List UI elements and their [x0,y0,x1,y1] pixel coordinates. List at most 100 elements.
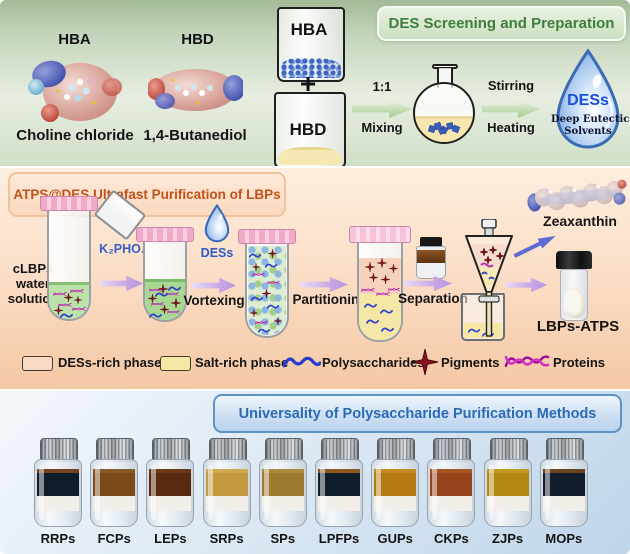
vial-label: RRPs [40,531,76,546]
tube1-liquid [49,282,89,319]
polysaccharide-wave-icon [380,308,393,315]
pigment-star-icon [369,273,378,282]
hba-name: Choline chloride [16,127,134,144]
vial-glass-highlight [151,465,157,520]
vial-liquid [37,469,79,496]
drop-subtitle-1: Deep Eutectic [551,114,630,125]
tube1-clbps [47,211,91,321]
separating-funnel [465,219,513,337]
des-phase-swatch [22,356,53,371]
legend-des-phase: DESs-rich phase [58,355,162,370]
vial-glass-highlight [95,465,101,520]
polysaccharide-wave-icon [364,302,377,309]
protein-wave-icon [255,319,268,326]
vial-body [34,459,82,527]
sample-vial: FCPs [89,438,139,550]
sample-vial: RRPs [33,438,83,550]
vial-glass-highlight [544,465,550,520]
flask-bulb [413,82,475,144]
hbd-name: 1,4-Butanediol [143,127,247,144]
vial-glass-highlight [432,465,438,520]
flask-crystals [427,121,461,135]
polysaccharide-wave-icon [149,312,162,319]
butanediol-molecule [148,69,243,111]
tube3-emulsion [248,246,286,335]
vial-body [258,459,307,527]
hba-granules [281,58,341,78]
sample-vial: MOPs [539,438,589,550]
zeaxanthin-label: Zeaxanthin [543,213,617,229]
vial-glass-highlight [376,465,382,520]
product-vial-cap [556,251,592,269]
pigment-star-icon [389,264,398,273]
legend-polysaccharides: Polysaccharides [322,355,425,370]
sample-label: cLBPs water solution [0,261,66,307]
pigment-star-icon [377,258,387,268]
sample-vial: GUPs [370,438,420,550]
separation-label: Separation [398,291,468,306]
hbd-label: HBD [181,31,214,48]
protein-wave-icon [267,279,280,286]
collection-beaker [461,293,505,341]
pigment-vial-cap [420,237,442,247]
sample-vial: LPFPs [314,438,364,550]
vial-body [483,459,532,527]
des-drop-icon [556,48,620,149]
vial-white-phase [37,496,79,511]
vial-body [371,459,420,527]
vial-white-phase [261,496,304,511]
tube3-vortexed [245,244,289,338]
section-title-des-screening: DES Screening and Preparation [377,6,626,41]
polysaccharide-wave-icon [366,318,379,325]
vial-label: SPs [270,531,296,546]
vial-white-phase [149,496,192,511]
legend-salt-phase: Salt-rich phase [195,355,289,370]
beaker-hba-label: HBA [290,20,328,39]
heating-arrow-icon [482,100,540,118]
pigment-star-icon [250,309,258,317]
vial-glass-highlight [263,465,269,520]
sample-vial: SRPs [202,438,252,550]
tube1-cap [40,196,98,211]
plus-sign: + [299,68,317,99]
vial-label: GUPs [377,531,413,546]
vial-liquid [486,469,529,496]
polysaccharide-legend-icon [283,354,321,370]
polysaccharide-wave-icon [249,252,261,259]
vial-liquid [374,469,417,496]
des-drop-label: DESs [200,246,234,260]
pigment-star-icon [64,293,73,302]
vial-label: LPFPs [318,531,360,546]
tube4-partitioned [357,243,403,342]
salt-phase-swatch [160,356,191,371]
pigment-vial-liquid [417,250,445,263]
vial-label: ZJPs [492,531,524,546]
protein-legend-icon [504,352,550,370]
tube4-cap [349,226,411,243]
sample-vial: CKPs [426,438,476,550]
vial-liquid [149,469,192,496]
polysaccharide-wave-icon [168,285,181,292]
sample-label-line2: water [16,275,50,291]
vial-white-phase [93,496,136,511]
vial-body [315,459,363,527]
vial-body [427,459,476,527]
pigment-star-icon [252,263,260,271]
pigment-star-icon [381,275,390,284]
vial-body [539,459,588,527]
polysaccharide-wave-icon [60,312,73,319]
tube4-des-phase [359,258,401,294]
tube3-cap [238,229,296,244]
polysaccharide-wave-icon [267,303,279,310]
legend-proteins: Proteins [553,355,606,370]
product-vial [560,269,588,321]
vial-label: CKPs [434,531,469,546]
des-drop-small-icon [204,204,230,243]
choline-chloride-molecule [28,60,122,122]
sample-label-line1: cLBPs [12,261,54,276]
drop-subtitle-2: Solvents [564,126,612,137]
vial-white-phase [374,496,417,511]
partitioning-label: Partitioning [292,292,368,307]
stirring-label: Stirring [487,78,535,93]
pigment-star-icon [274,317,282,325]
